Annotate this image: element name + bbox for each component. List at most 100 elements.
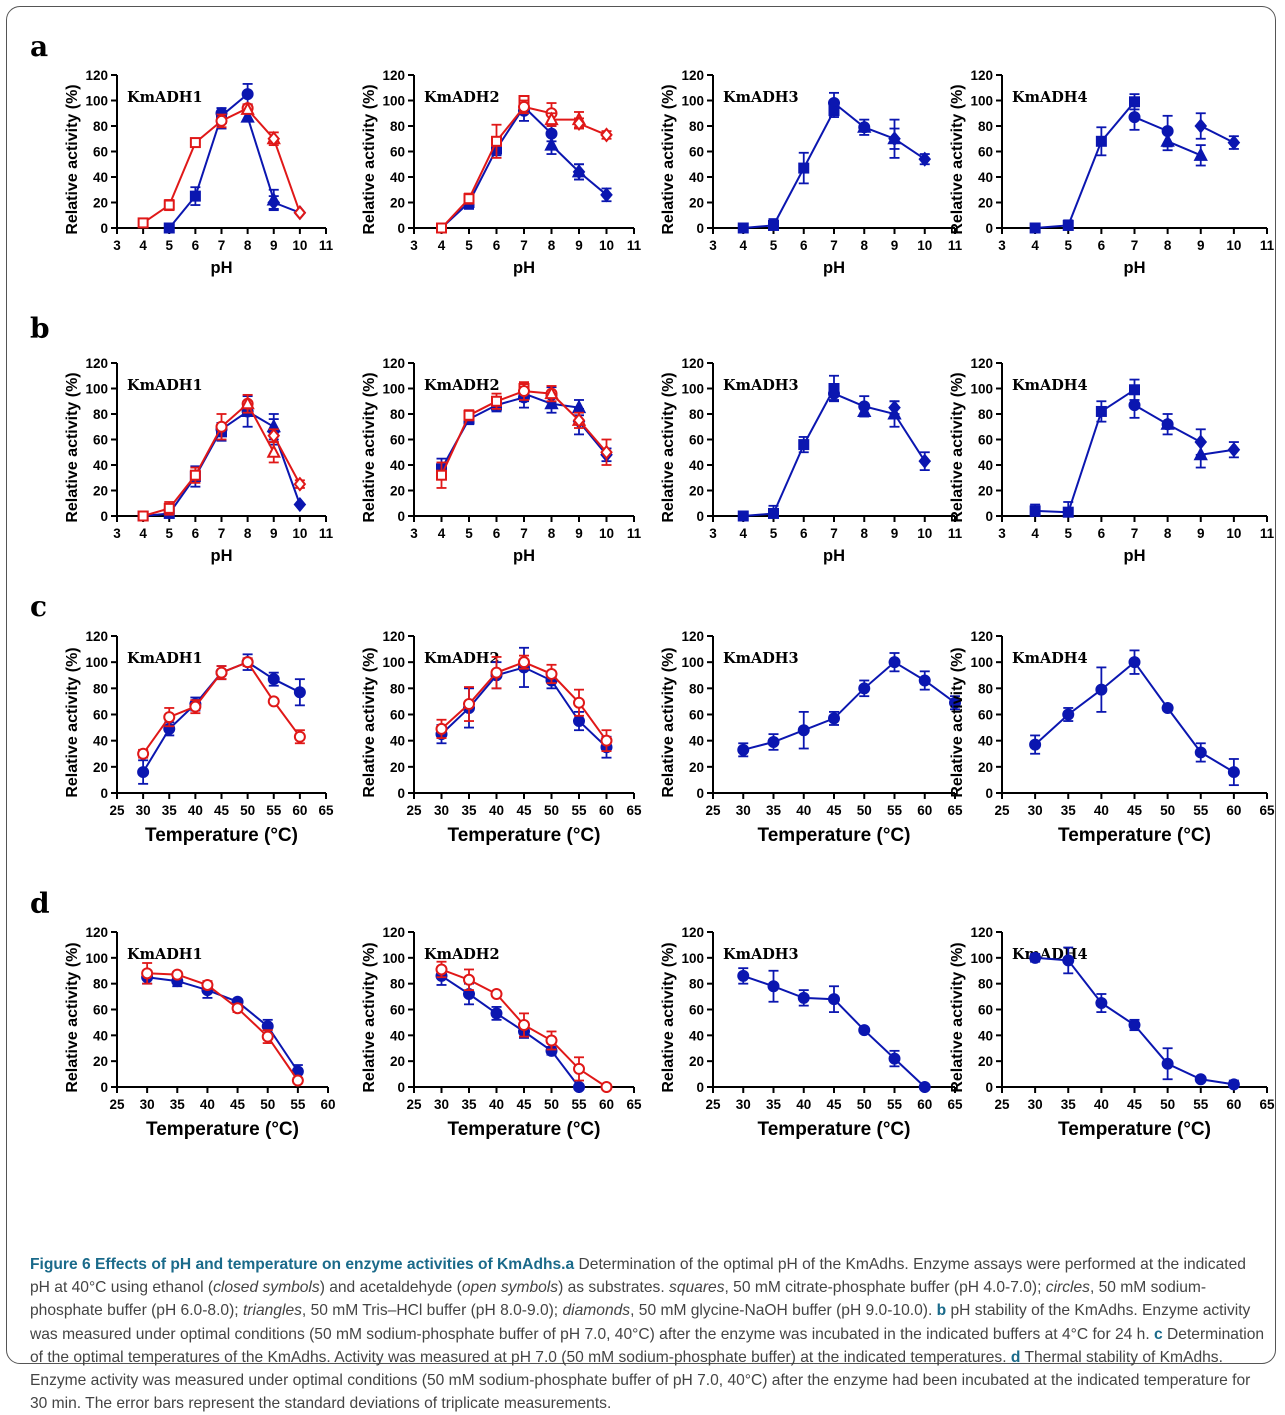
x-tick-label: 40 [489, 803, 504, 818]
data-point-circle [463, 973, 475, 986]
data-point-circle [573, 696, 585, 709]
x-tick-label: 60 [1226, 1097, 1241, 1112]
data-point-square [137, 510, 149, 522]
series-line [1134, 404, 1169, 426]
x-tick-label: 30 [736, 803, 751, 818]
series-closed [163, 83, 307, 234]
caption-diamonds: diamonds [562, 1302, 631, 1320]
chart-a1: 0 20 40 60 80 100 120 3 4 5 6 7 8 9 10 11 pH Relative act… [64, 68, 334, 277]
chart-title: KmADH2 [424, 650, 500, 667]
chart-a4: 0 20 40 60 80 100 120 3 4 5 6 7 8 9 10 11 pH Relative act… [949, 68, 1275, 277]
data-point-circle [918, 1081, 931, 1093]
data-point-square [1062, 506, 1074, 518]
chart-title: KmADH4 [1012, 377, 1088, 394]
caption-triangles: triangles [242, 1302, 302, 1320]
data-point-square [436, 222, 447, 234]
y-tick-label: 120 [970, 68, 993, 83]
data-point-circle [1128, 399, 1141, 412]
y-tick-label: 0 [397, 786, 405, 801]
y-tick-label: 60 [978, 708, 993, 723]
chart-title: KmADH3 [723, 946, 799, 963]
y-axis-label: Relative activity (%) [361, 84, 378, 234]
y-axis-label: Relative activity (%) [949, 942, 966, 1092]
x-tick-label: 11 [948, 238, 963, 253]
y-tick-label: 80 [93, 119, 108, 134]
y-tick-label: 80 [689, 407, 704, 422]
caption-closed-symbols: closed symbols [213, 1279, 320, 1297]
y-tick-label: 80 [93, 977, 108, 992]
x-tick-label: 50 [1160, 1097, 1175, 1112]
series-open [141, 962, 304, 1087]
x-tick-label: 60 [917, 803, 932, 818]
series-closed [737, 374, 932, 522]
y-axis-label: Relative activity (%) [361, 942, 378, 1092]
y-tick-label: 80 [93, 407, 108, 422]
y-tick-label: 20 [93, 760, 108, 775]
y-tick-label: 120 [681, 68, 704, 83]
x-tick-label: 11 [627, 238, 642, 253]
x-tick-label: 55 [887, 1097, 903, 1112]
x-tick-label: 5 [770, 526, 778, 541]
data-point-circle [767, 980, 780, 993]
panel-letter-c: c [30, 590, 47, 623]
y-tick-label: 20 [978, 196, 993, 211]
y-tick-label: 100 [85, 94, 108, 109]
data-point-circle [137, 766, 150, 779]
y-tick-label: 20 [390, 1054, 405, 1069]
y-tick-label: 60 [689, 145, 704, 160]
y-tick-label: 40 [390, 734, 405, 749]
x-axis-label: pH [211, 547, 233, 565]
data-point-square [737, 222, 749, 234]
data-point-circle [435, 963, 448, 976]
y-tick-label: 0 [100, 509, 108, 524]
series-line [1100, 388, 1136, 413]
data-point-circle [435, 722, 448, 735]
x-tick-label: 4 [739, 238, 747, 253]
y-tick-label: 60 [978, 145, 993, 160]
series-line [146, 976, 299, 1073]
x-tick-label: 3 [709, 238, 717, 253]
data-point-circle [241, 88, 254, 101]
x-tick-label: 50 [544, 803, 559, 818]
y-tick-label: 60 [93, 145, 108, 160]
x-tick-label: 6 [192, 526, 200, 541]
series-closed [737, 652, 961, 758]
data-point-circle [1227, 766, 1240, 779]
data-point-triangle [544, 136, 559, 151]
data-point-circle [490, 666, 503, 679]
x-axis-label: pH [1124, 259, 1146, 277]
x-tick-label: 5 [1064, 238, 1072, 253]
x-tick-label: 60 [1226, 803, 1241, 818]
data-point-circle [490, 988, 503, 1000]
data-point-circle [1161, 701, 1174, 714]
y-tick-label: 80 [689, 977, 704, 992]
data-point-square [1095, 135, 1107, 147]
chart-b3: 0 20 40 60 80 100 120 3 4 5 6 7 8 9 10 11 pH Relative act… [660, 356, 963, 565]
chart-title: KmADH1 [127, 650, 203, 667]
y-tick-label: 0 [100, 221, 108, 236]
data-point-circle [828, 97, 840, 110]
data-point-circle [231, 1002, 244, 1015]
y-tick-label: 40 [93, 170, 108, 185]
data-point-circle [189, 700, 202, 713]
y-tick-label: 0 [100, 786, 108, 801]
x-tick-label: 25 [109, 1097, 125, 1112]
x-tick-label: 9 [270, 238, 278, 253]
series-closed [737, 91, 932, 234]
chart-title: KmADH2 [424, 377, 500, 394]
y-tick-label: 120 [681, 356, 704, 371]
x-tick-label: 9 [575, 526, 583, 541]
x-tick-label: 7 [520, 526, 528, 541]
y-axis-label: Relative activity (%) [64, 942, 81, 1092]
chart-a2: 0 20 40 60 80 100 120 3 4 5 6 7 8 9 10 11 pH Relative act… [361, 68, 642, 277]
data-point-circle [797, 991, 810, 1004]
x-tick-label: 50 [857, 1097, 872, 1112]
data-point-circle [828, 993, 840, 1006]
data-point-circle [293, 686, 306, 699]
caption-letter-d: d [1010, 1348, 1021, 1366]
data-point-circle [600, 1081, 613, 1093]
y-tick-label: 100 [382, 951, 405, 966]
caption-circles: circles [1045, 1279, 1090, 1297]
x-tick-label: 10 [917, 238, 932, 253]
data-point-triangle [857, 119, 872, 133]
